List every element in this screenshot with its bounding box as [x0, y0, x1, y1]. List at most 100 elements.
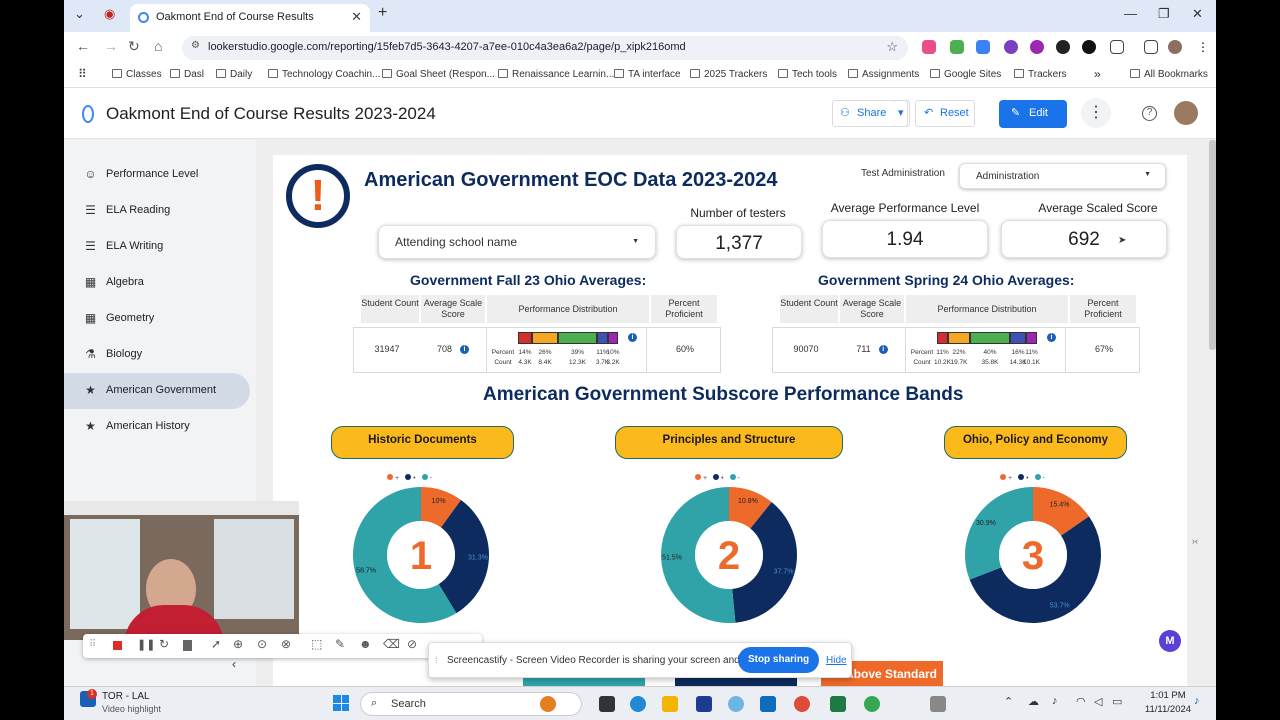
extension-icon[interactable]: [922, 40, 936, 54]
bookmark-folder[interactable]: Tech tools: [778, 69, 837, 80]
edge-icon[interactable]: [630, 696, 646, 712]
cursor-tool-icon[interactable]: ➚: [211, 637, 222, 651]
extension-icon[interactable]: [1004, 40, 1018, 54]
header-average-scale-score[interactable]: Average Scale Score: [840, 295, 904, 323]
onedrive-icon[interactable]: ☁: [1028, 696, 1039, 708]
more-options-icon[interactable]: ⋮: [1081, 98, 1111, 128]
apps-grid-icon[interactable]: ⠿: [78, 67, 87, 81]
nav-algebra[interactable]: ▦ Algebra: [84, 275, 144, 289]
clock-date[interactable]: 11/11/2024: [1144, 704, 1192, 715]
reading-list-icon[interactable]: [1144, 40, 1158, 54]
chrome-icon[interactable]: [794, 696, 810, 712]
bookmark-item[interactable]: Daily: [216, 69, 252, 80]
battery-icon[interactable]: ▭: [1112, 696, 1123, 708]
spotlight-icon[interactable]: ⊕: [233, 637, 244, 651]
bookmark-folder[interactable]: 2025 Trackers: [690, 69, 767, 80]
calculator-icon[interactable]: [930, 696, 946, 712]
minimize-icon[interactable]: —: [1124, 6, 1137, 21]
nav-performance-level[interactable]: ☺ Performance Level: [84, 167, 199, 181]
new-tab-icon[interactable]: +: [378, 4, 388, 21]
pen-icon[interactable]: ✎: [335, 637, 346, 651]
chrome-icon[interactable]: [864, 696, 880, 712]
webcam-overlay[interactable]: [64, 501, 299, 640]
donut-slice[interactable]: [438, 499, 489, 614]
clock-time[interactable]: 1:01 PM: [1150, 690, 1186, 701]
extension-icon[interactable]: [1030, 40, 1044, 54]
header-performance-distribution[interactable]: Performance Distribution: [906, 295, 1068, 323]
restart-icon[interactable]: ↻: [159, 637, 170, 651]
header-percent-proficient[interactable]: Percent Proficient: [651, 295, 717, 323]
click-highlight-icon[interactable]: ⊙: [257, 637, 268, 651]
nav-american-history[interactable]: ★ American History: [85, 419, 190, 433]
extension-icon[interactable]: [1082, 40, 1096, 54]
bookmark-folder[interactable]: Trackers: [1014, 69, 1067, 80]
bookmark-item[interactable]: TA interface: [614, 69, 681, 80]
bookmark-item[interactable]: Renaissance Learnin...: [498, 69, 614, 80]
extension-icon[interactable]: [1056, 40, 1070, 54]
outlook-icon[interactable]: [760, 696, 776, 712]
info-icon[interactable]: i: [460, 345, 470, 355]
hide-drawings-icon[interactable]: ⊘: [407, 637, 418, 651]
info-icon[interactable]: i: [878, 345, 888, 355]
site-info-icon[interactable]: ⚙: [191, 40, 200, 51]
assistant-extension-icon[interactable]: M: [1159, 630, 1181, 652]
bookmark-item[interactable]: Dasl: [170, 69, 204, 80]
info-icon[interactable]: i: [1047, 333, 1056, 342]
bookmark-item[interactable]: Goal Sheet (Respon...: [382, 69, 495, 80]
donut-slice[interactable]: [352, 487, 457, 623]
excel-icon[interactable]: [830, 696, 846, 712]
nav-geometry[interactable]: ▦ Geometry: [84, 311, 155, 325]
header-performance-distribution[interactable]: Performance Distribution: [487, 295, 649, 323]
wifi-icon[interactable]: ◠: [1076, 696, 1086, 708]
extension-icon[interactable]: [976, 40, 990, 54]
pause-icon[interactable]: ❚❚: [137, 639, 156, 651]
app-l-icon[interactable]: [696, 696, 712, 712]
home-icon[interactable]: ⌂: [154, 38, 163, 54]
hide-link[interactable]: Hide: [826, 655, 847, 666]
stop-sharing-button[interactable]: Stop sharing: [738, 647, 819, 673]
reset-button[interactable]: ↶ Reset: [915, 100, 975, 127]
app-icon[interactable]: [728, 696, 744, 712]
tab-search-icon[interactable]: ⌄: [74, 6, 85, 21]
header-student-count[interactable]: Student Count: [361, 295, 419, 323]
donut-slice[interactable]: [421, 487, 461, 528]
app-name[interactable]: TOR - LAL: [102, 691, 150, 702]
file-explorer-icon[interactable]: [662, 696, 678, 712]
drag-handle-icon[interactable]: ⁞: [435, 655, 438, 665]
menu-kebab-icon[interactable]: ⋮: [1197, 40, 1209, 54]
back-icon[interactable]: ←: [76, 38, 90, 54]
donut-slice[interactable]: [732, 502, 797, 623]
share-dropdown-icon[interactable]: ▾: [894, 100, 908, 127]
nav-american-government[interactable]: ★ American Government: [64, 373, 250, 409]
emoji-icon[interactable]: ☻: [359, 637, 372, 651]
scrollbar[interactable]: [1209, 140, 1216, 350]
windows-start-icon[interactable]: [333, 695, 349, 711]
zoom-cursor-icon[interactable]: ⊗: [281, 637, 292, 651]
drag-handle-icon[interactable]: ⠿: [89, 639, 97, 650]
notifications-bell-icon[interactable]: ♪: [1194, 695, 1200, 707]
side-panel-icon[interactable]: ›‹: [1192, 536, 1198, 546]
donut-slice[interactable]: [660, 487, 736, 623]
stop-record-icon[interactable]: [113, 641, 122, 650]
eraser-icon[interactable]: ⌫: [383, 637, 400, 651]
all-bookmarks-folder[interactable]: All Bookmarks: [1130, 69, 1208, 80]
reload-icon[interactable]: ↻: [128, 38, 140, 54]
header-average-scale-score[interactable]: Average Scale Score: [421, 295, 485, 323]
donut-slice[interactable]: [1033, 487, 1090, 536]
donut-slice[interactable]: [969, 516, 1101, 623]
extensions-puzzle-icon[interactable]: [1110, 40, 1124, 54]
school-filter-dropdown[interactable]: Attending school name ▼: [378, 225, 656, 259]
bookmark-item[interactable]: Technology Coachin...: [268, 69, 380, 80]
collapse-sidebar-icon[interactable]: ‹: [232, 657, 236, 671]
bookmark-folder[interactable]: Google Sites: [930, 69, 1001, 80]
test-admin-dropdown[interactable]: Administration ▼: [959, 163, 1166, 189]
edit-button[interactable]: ✎ Edit: [999, 100, 1067, 128]
help-icon[interactable]: ?: [1142, 106, 1157, 121]
nav-biology[interactable]: ⚗ Biology: [85, 347, 143, 361]
header-student-count[interactable]: Student Count: [780, 295, 838, 323]
close-tab-icon[interactable]: ✕: [351, 9, 362, 24]
forward-icon[interactable]: →: [104, 38, 118, 54]
user-avatar[interactable]: [1174, 101, 1198, 125]
close-window-icon[interactable]: ✕: [1192, 6, 1203, 21]
delete-icon[interactable]: [183, 640, 192, 651]
